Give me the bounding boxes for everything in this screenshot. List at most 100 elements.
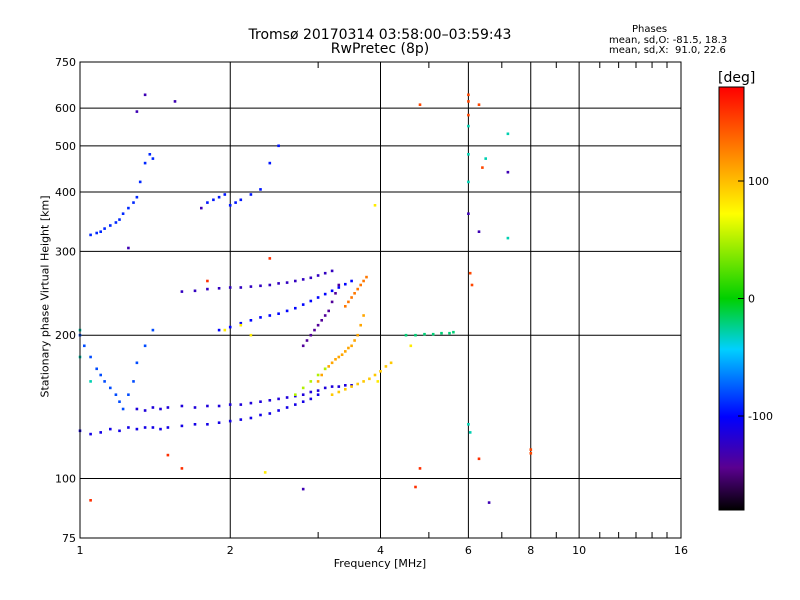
data-point	[135, 195, 139, 199]
data-point	[379, 370, 382, 373]
data-point	[114, 393, 118, 396]
data-point	[285, 309, 289, 313]
data-point	[316, 393, 320, 396]
data-point	[206, 201, 209, 204]
data-point	[259, 284, 262, 288]
data-point	[309, 276, 313, 280]
data-point	[373, 373, 377, 377]
data-point	[301, 303, 305, 306]
data-point	[127, 426, 130, 429]
x-tick-label: 1	[77, 544, 84, 557]
data-point	[294, 403, 297, 406]
data-point	[143, 426, 147, 429]
data-point	[121, 212, 125, 215]
data-point	[135, 361, 139, 365]
data-point	[83, 344, 86, 348]
x-tick-label: 16	[674, 544, 688, 557]
data-point	[99, 431, 102, 434]
data-point	[132, 201, 135, 204]
data-point	[404, 333, 408, 337]
data-point	[206, 287, 209, 291]
data-point	[467, 153, 470, 156]
data-point	[249, 285, 253, 288]
data-point	[320, 319, 323, 322]
data-point	[316, 296, 320, 299]
data-point	[344, 350, 347, 353]
data-point	[353, 292, 356, 295]
scatter-points	[78, 93, 533, 504]
data-point	[337, 390, 341, 394]
data-point	[467, 93, 470, 97]
data-point	[418, 467, 422, 470]
data-point	[217, 421, 221, 424]
data-point	[356, 333, 359, 337]
data-point	[277, 409, 280, 412]
x-axis-ticks: 1 2 4 6 8 10 16	[77, 62, 688, 557]
data-point	[316, 373, 320, 377]
y-tick-label: 750	[55, 56, 76, 69]
data-point	[239, 198, 243, 202]
data-point	[323, 367, 327, 371]
data-point	[135, 407, 139, 411]
data-point	[268, 283, 272, 287]
data-point	[180, 290, 184, 293]
data-point	[356, 287, 359, 291]
data-point	[234, 201, 237, 204]
data-point	[309, 299, 313, 303]
y-tick-label: 400	[55, 186, 76, 199]
stats-x-mode: mean, sd,X: 91.0, 22.6	[609, 45, 726, 56]
data-point	[365, 275, 368, 279]
data-point	[359, 283, 362, 287]
data-point	[127, 206, 130, 210]
data-point	[330, 289, 334, 293]
data-point	[368, 377, 371, 381]
data-point	[309, 333, 313, 337]
data-point	[193, 423, 197, 426]
data-point	[431, 332, 435, 336]
data-point	[277, 282, 280, 285]
data-point	[414, 485, 417, 489]
data-point	[305, 339, 309, 342]
data-point	[347, 346, 350, 350]
data-point	[467, 100, 470, 103]
data-point	[217, 195, 221, 199]
data-point	[423, 332, 426, 336]
data-point	[484, 157, 487, 160]
data-point	[217, 328, 221, 332]
data-point	[313, 328, 316, 332]
data-point	[323, 292, 327, 296]
data-point	[316, 323, 320, 327]
data-point	[99, 373, 102, 377]
data-point	[529, 452, 533, 455]
colorbar-tick-label: 100	[748, 175, 769, 188]
data-point	[114, 221, 118, 224]
data-point	[344, 384, 347, 387]
data-point	[228, 325, 232, 329]
data-point	[309, 397, 313, 401]
data-point	[206, 423, 209, 426]
data-point	[103, 227, 106, 230]
data-point	[506, 236, 510, 240]
data-point	[294, 394, 297, 398]
data-point	[228, 419, 232, 423]
y-tick-label: 500	[55, 140, 76, 153]
data-point	[467, 124, 470, 128]
data-point	[118, 218, 121, 221]
data-point	[389, 361, 393, 365]
data-point	[148, 153, 152, 156]
data-point	[223, 193, 227, 196]
data-point	[373, 204, 377, 207]
data-point	[99, 230, 102, 233]
x-tick-label: 6	[465, 544, 472, 557]
data-point	[268, 257, 272, 260]
y-tick-label: 75	[62, 532, 76, 545]
data-point	[301, 487, 305, 491]
data-point	[89, 432, 92, 436]
colorbar-tick-label: -100	[748, 410, 773, 423]
data-point	[132, 380, 135, 383]
data-point	[268, 399, 272, 402]
data-point	[118, 429, 121, 433]
data-point	[217, 404, 221, 408]
data-point	[95, 367, 98, 371]
data-point	[344, 305, 347, 308]
